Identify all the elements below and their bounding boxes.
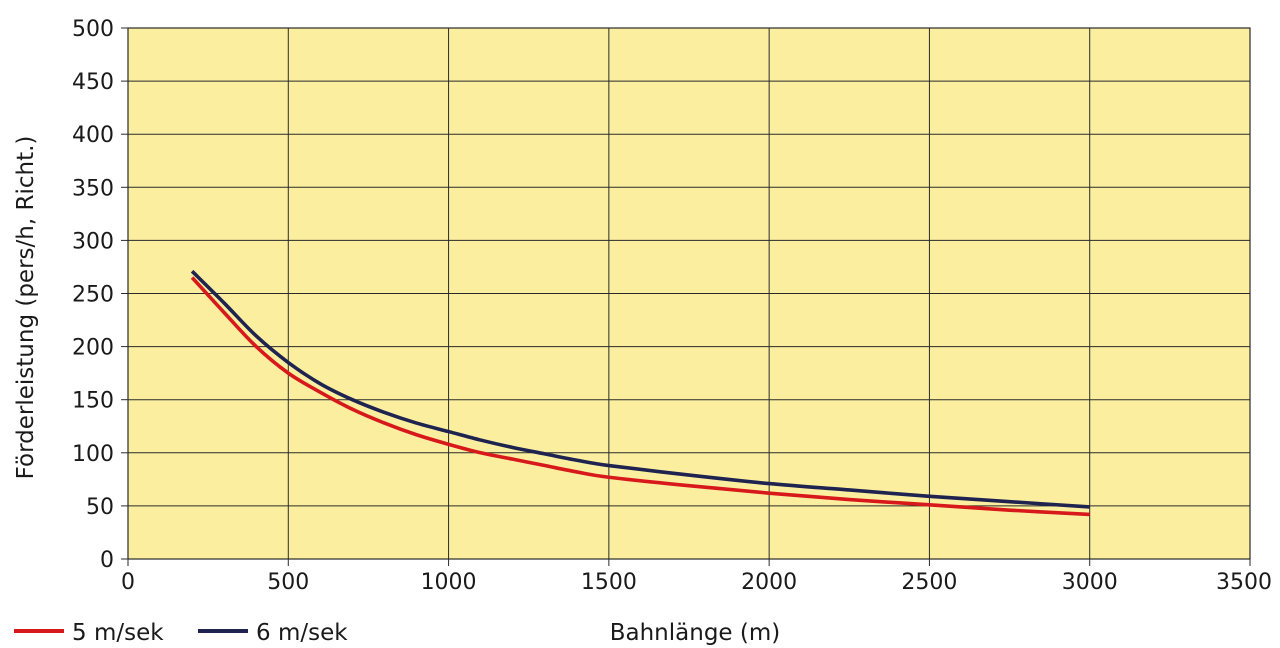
x-tick-label: 1000	[421, 570, 477, 595]
y-tick-label: 350	[72, 176, 114, 201]
y-tick-label: 450	[72, 70, 114, 95]
x-axis-ticks: 0 500 1000 1500 2000 2500 3000 3500	[121, 559, 1272, 595]
x-tick-label: 1500	[581, 570, 637, 595]
x-tick-label: 3000	[1062, 570, 1118, 595]
series-group	[190, 269, 1090, 517]
y-tick-label: 150	[72, 389, 114, 414]
y-tick-label: 0	[100, 548, 114, 573]
y-tick-label: 200	[72, 336, 114, 361]
y-tick-label: 500	[72, 17, 114, 42]
y-tick-label: 250	[72, 283, 114, 308]
legend-label-series-1: 5 m/sek	[72, 620, 164, 646]
series-line-2	[190, 269, 1090, 509]
x-tick-label: 500	[267, 570, 309, 595]
legend-label-series-2: 6 m/sek	[256, 620, 348, 646]
legend: 5 m/sek 6 m/sek	[14, 620, 348, 646]
series-line-1	[190, 276, 1090, 517]
x-tick-label: 0	[121, 570, 135, 595]
grid-lines	[127, 27, 1251, 560]
y-axis-ticks: 0 50 100 150 200 250 300 350 400 450 500	[72, 17, 128, 573]
x-tick-label: 2500	[901, 570, 957, 595]
y-axis-title: Förderleistung (pers/h, Richt.)	[13, 136, 39, 480]
y-tick-label: 400	[72, 123, 114, 148]
y-tick-label: 300	[72, 229, 114, 254]
x-tick-label: 3500	[1216, 570, 1272, 595]
x-axis-title: Bahnlänge (m)	[610, 620, 781, 646]
x-tick-label: 2000	[741, 570, 797, 595]
y-tick-label: 50	[86, 495, 114, 520]
y-tick-label: 100	[72, 442, 114, 467]
